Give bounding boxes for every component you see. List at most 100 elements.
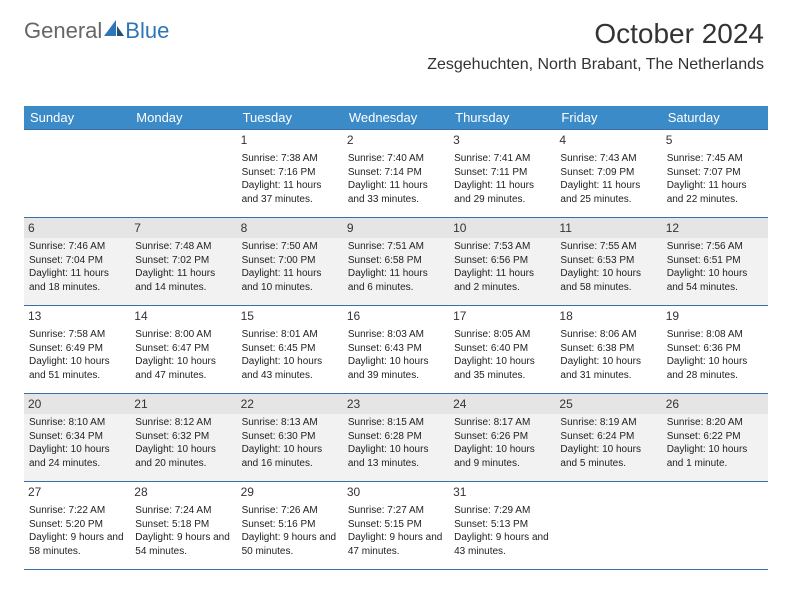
day-sun-info: Sunrise: 8:05 AMSunset: 6:40 PMDaylight:… (454, 328, 550, 382)
day-number: 16 (343, 306, 449, 326)
day-number: 13 (24, 306, 130, 326)
day-number: 12 (662, 218, 768, 238)
calendar-day-cell: 1Sunrise: 7:38 AMSunset: 7:16 PMDaylight… (237, 130, 343, 218)
day-sun-info: Sunrise: 7:38 AMSunset: 7:16 PMDaylight:… (242, 152, 338, 206)
day-number: 9 (343, 218, 449, 238)
calendar-day-cell: 8Sunrise: 7:50 AMSunset: 7:00 PMDaylight… (237, 218, 343, 306)
day-sun-info: Sunrise: 8:12 AMSunset: 6:32 PMDaylight:… (135, 416, 231, 470)
calendar-day-cell: 6Sunrise: 7:46 AMSunset: 7:04 PMDaylight… (24, 218, 130, 306)
calendar-day-cell: 25Sunrise: 8:19 AMSunset: 6:24 PMDayligh… (555, 394, 661, 482)
weekday-header: Friday (555, 106, 661, 130)
day-sun-info: Sunrise: 8:06 AMSunset: 6:38 PMDaylight:… (560, 328, 656, 382)
day-number: 3 (449, 130, 555, 150)
day-sun-info: Sunrise: 7:41 AMSunset: 7:11 PMDaylight:… (454, 152, 550, 206)
day-sun-info: Sunrise: 7:22 AMSunset: 5:20 PMDaylight:… (29, 504, 125, 558)
calendar-day-cell: 10Sunrise: 7:53 AMSunset: 6:56 PMDayligh… (449, 218, 555, 306)
calendar-day-cell: 26Sunrise: 8:20 AMSunset: 6:22 PMDayligh… (662, 394, 768, 482)
day-sun-info: Sunrise: 8:19 AMSunset: 6:24 PMDaylight:… (560, 416, 656, 470)
day-number: 2 (343, 130, 449, 150)
calendar-day-cell: 16Sunrise: 8:03 AMSunset: 6:43 PMDayligh… (343, 306, 449, 394)
day-number: 30 (343, 482, 449, 502)
calendar-day-cell: 29Sunrise: 7:26 AMSunset: 5:16 PMDayligh… (237, 482, 343, 570)
day-number: 1 (237, 130, 343, 150)
calendar-day-cell: 14Sunrise: 8:00 AMSunset: 6:47 PMDayligh… (130, 306, 236, 394)
day-number: 6 (24, 218, 130, 238)
day-sun-info: Sunrise: 7:53 AMSunset: 6:56 PMDaylight:… (454, 240, 550, 294)
calendar-week-row: 20Sunrise: 8:10 AMSunset: 6:34 PMDayligh… (24, 394, 768, 482)
day-sun-info: Sunrise: 7:50 AMSunset: 7:00 PMDaylight:… (242, 240, 338, 294)
day-sun-info: Sunrise: 7:56 AMSunset: 6:51 PMDaylight:… (667, 240, 763, 294)
day-number: 4 (555, 130, 661, 150)
calendar-day-cell: 22Sunrise: 8:13 AMSunset: 6:30 PMDayligh… (237, 394, 343, 482)
day-number: 7 (130, 218, 236, 238)
calendar-day-cell: 24Sunrise: 8:17 AMSunset: 6:26 PMDayligh… (449, 394, 555, 482)
day-number: 5 (662, 130, 768, 150)
day-sun-info: Sunrise: 8:13 AMSunset: 6:30 PMDaylight:… (242, 416, 338, 470)
day-sun-info: Sunrise: 7:24 AMSunset: 5:18 PMDaylight:… (135, 504, 231, 558)
calendar-day-cell: 9Sunrise: 7:51 AMSunset: 6:58 PMDaylight… (343, 218, 449, 306)
calendar-empty-cell (130, 130, 236, 218)
calendar-day-cell: 12Sunrise: 7:56 AMSunset: 6:51 PMDayligh… (662, 218, 768, 306)
day-sun-info: Sunrise: 7:55 AMSunset: 6:53 PMDaylight:… (560, 240, 656, 294)
calendar-day-cell: 19Sunrise: 8:08 AMSunset: 6:36 PMDayligh… (662, 306, 768, 394)
day-number: 26 (662, 394, 768, 414)
calendar-day-cell: 27Sunrise: 7:22 AMSunset: 5:20 PMDayligh… (24, 482, 130, 570)
day-number: 22 (237, 394, 343, 414)
day-sun-info: Sunrise: 8:15 AMSunset: 6:28 PMDaylight:… (348, 416, 444, 470)
day-number: 21 (130, 394, 236, 414)
calendar-day-cell: 13Sunrise: 7:58 AMSunset: 6:49 PMDayligh… (24, 306, 130, 394)
day-sun-info: Sunrise: 7:58 AMSunset: 6:49 PMDaylight:… (29, 328, 125, 382)
calendar-day-cell: 30Sunrise: 7:27 AMSunset: 5:15 PMDayligh… (343, 482, 449, 570)
day-sun-info: Sunrise: 8:17 AMSunset: 6:26 PMDaylight:… (454, 416, 550, 470)
calendar-day-cell: 7Sunrise: 7:48 AMSunset: 7:02 PMDaylight… (130, 218, 236, 306)
day-number: 20 (24, 394, 130, 414)
calendar-week-row: 27Sunrise: 7:22 AMSunset: 5:20 PMDayligh… (24, 482, 768, 570)
day-sun-info: Sunrise: 7:51 AMSunset: 6:58 PMDaylight:… (348, 240, 444, 294)
day-sun-info: Sunrise: 8:08 AMSunset: 6:36 PMDaylight:… (667, 328, 763, 382)
calendar-empty-cell (662, 482, 768, 570)
calendar-day-cell: 15Sunrise: 8:01 AMSunset: 6:45 PMDayligh… (237, 306, 343, 394)
day-sun-info: Sunrise: 7:45 AMSunset: 7:07 PMDaylight:… (667, 152, 763, 206)
weekday-header-row: SundayMondayTuesdayWednesdayThursdayFrid… (24, 106, 768, 130)
logo-sail-icon (104, 20, 124, 36)
weekday-header: Tuesday (237, 106, 343, 130)
calendar-day-cell: 5Sunrise: 7:45 AMSunset: 7:07 PMDaylight… (662, 130, 768, 218)
calendar-day-cell: 4Sunrise: 7:43 AMSunset: 7:09 PMDaylight… (555, 130, 661, 218)
day-number: 10 (449, 218, 555, 238)
logo-text-blue: Blue (125, 18, 169, 44)
calendar-empty-cell (24, 130, 130, 218)
day-number: 11 (555, 218, 661, 238)
day-number: 19 (662, 306, 768, 326)
location-subtitle: Zesgehuchten, North Brabant, The Netherl… (427, 56, 764, 74)
day-sun-info: Sunrise: 7:29 AMSunset: 5:13 PMDaylight:… (454, 504, 550, 558)
calendar-day-cell: 11Sunrise: 7:55 AMSunset: 6:53 PMDayligh… (555, 218, 661, 306)
day-sun-info: Sunrise: 8:03 AMSunset: 6:43 PMDaylight:… (348, 328, 444, 382)
day-number: 17 (449, 306, 555, 326)
calendar-week-row: 6Sunrise: 7:46 AMSunset: 7:04 PMDaylight… (24, 218, 768, 306)
day-number: 23 (343, 394, 449, 414)
brand-logo: General Blue (24, 18, 169, 44)
day-sun-info: Sunrise: 7:26 AMSunset: 5:16 PMDaylight:… (242, 504, 338, 558)
day-sun-info: Sunrise: 8:10 AMSunset: 6:34 PMDaylight:… (29, 416, 125, 470)
day-number: 28 (130, 482, 236, 502)
day-sun-info: Sunrise: 7:40 AMSunset: 7:14 PMDaylight:… (348, 152, 444, 206)
calendar-day-cell: 2Sunrise: 7:40 AMSunset: 7:14 PMDaylight… (343, 130, 449, 218)
calendar-week-row: 13Sunrise: 7:58 AMSunset: 6:49 PMDayligh… (24, 306, 768, 394)
calendar-day-cell: 18Sunrise: 8:06 AMSunset: 6:38 PMDayligh… (555, 306, 661, 394)
day-sun-info: Sunrise: 7:27 AMSunset: 5:15 PMDaylight:… (348, 504, 444, 558)
day-sun-info: Sunrise: 8:00 AMSunset: 6:47 PMDaylight:… (135, 328, 231, 382)
calendar-day-cell: 20Sunrise: 8:10 AMSunset: 6:34 PMDayligh… (24, 394, 130, 482)
day-sun-info: Sunrise: 7:48 AMSunset: 7:02 PMDaylight:… (135, 240, 231, 294)
logo-text-general: General (24, 18, 102, 44)
weekday-header: Saturday (662, 106, 768, 130)
day-number: 29 (237, 482, 343, 502)
day-number: 15 (237, 306, 343, 326)
calendar-table: SundayMondayTuesdayWednesdayThursdayFrid… (24, 106, 768, 570)
day-sun-info: Sunrise: 7:43 AMSunset: 7:09 PMDaylight:… (560, 152, 656, 206)
weekday-header: Monday (130, 106, 236, 130)
day-number: 8 (237, 218, 343, 238)
calendar-week-row: 1Sunrise: 7:38 AMSunset: 7:16 PMDaylight… (24, 130, 768, 218)
day-sun-info: Sunrise: 8:20 AMSunset: 6:22 PMDaylight:… (667, 416, 763, 470)
calendar-day-cell: 28Sunrise: 7:24 AMSunset: 5:18 PMDayligh… (130, 482, 236, 570)
day-number: 24 (449, 394, 555, 414)
